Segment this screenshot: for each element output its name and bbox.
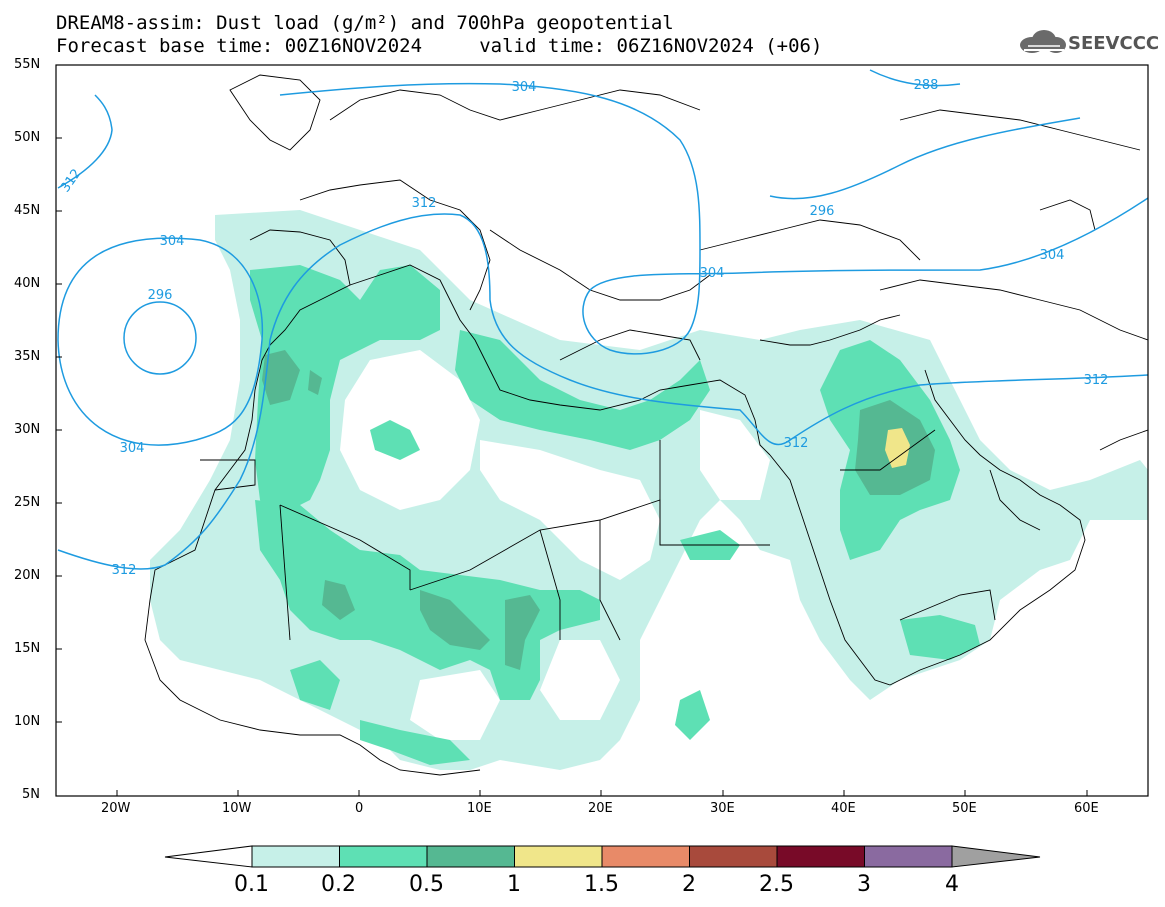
axis-ticks <box>56 64 1088 796</box>
colorbar-swatch <box>251 845 340 868</box>
colorbar-high-arrow <box>951 845 1041 868</box>
contour-label: 296 <box>148 288 173 303</box>
chart-title: DREAM8-assim: Dust load (g/m²) and 700hP… <box>56 12 674 34</box>
lat-label: 25N <box>14 495 41 510</box>
lat-label: 30N <box>14 422 41 437</box>
lon-label: 60E <box>1074 801 1099 816</box>
contour-label: 304 <box>512 80 537 95</box>
colorbar-label: 1 <box>507 872 521 897</box>
lon-label: 20E <box>588 801 613 816</box>
cloud-icon <box>1020 30 1066 53</box>
contour-label: 288 <box>914 78 939 93</box>
lat-label: 35N <box>14 349 41 364</box>
contour-label: 304 <box>1040 248 1065 263</box>
contour-label: 312 <box>58 166 85 195</box>
lat-label: 10N <box>14 714 41 729</box>
geopotential-contours <box>57 69 1148 570</box>
colorbar-swatch <box>426 845 515 868</box>
lat-label: 50N <box>14 130 41 145</box>
colorbar-swatch <box>601 845 690 868</box>
lon-label: 50E <box>952 801 977 816</box>
contour-label: 312 <box>1084 373 1109 388</box>
contour-labels: 296 304 304 312 312 312 304 288 296 304 … <box>58 78 1108 578</box>
coastlines <box>144 74 1148 776</box>
lat-label: 15N <box>14 641 41 656</box>
colorbar-label: 1.5 <box>584 872 619 897</box>
colorbar-label: 2 <box>682 872 696 897</box>
colorbar-label: 3 <box>857 872 871 897</box>
lat-label: 5N <box>22 787 40 802</box>
colorbar-low-arrow <box>164 845 253 868</box>
lon-label: 10E <box>467 801 492 816</box>
colorbar-swatch <box>689 845 778 868</box>
colorbar-swatch <box>864 845 953 868</box>
lon-label: 30E <box>710 801 735 816</box>
logo-text: SEEVCCC <box>1068 33 1160 54</box>
lat-label: 45N <box>14 203 41 218</box>
colorbar-swatch <box>514 845 603 868</box>
colorbar-label: 4 <box>945 872 959 897</box>
chart-subtitle: Forecast base time: 00Z16NOV2024 valid t… <box>56 35 823 57</box>
contour-label: 296 <box>810 204 835 219</box>
lat-label: 20N <box>14 568 41 583</box>
colorbar-label: 0.1 <box>234 872 269 897</box>
contour-label: 304 <box>160 234 185 249</box>
colorbar-swatch <box>339 845 428 868</box>
colorbar-label: 0.2 <box>321 872 356 897</box>
contour-label: 312 <box>412 196 437 211</box>
contour-label: 304 <box>120 441 145 456</box>
contour-label: 304 <box>700 266 725 281</box>
lon-label: 10W <box>222 801 252 816</box>
contour-label: 312 <box>112 563 137 578</box>
lat-label: 55N <box>14 57 41 72</box>
colorbar-label: 2.5 <box>759 872 794 897</box>
lon-label: 20W <box>101 801 131 816</box>
contour-label: 312 <box>784 436 809 451</box>
dust-field <box>150 210 1148 770</box>
colorbar-swatch <box>776 845 865 868</box>
lon-label: 0 <box>355 801 364 816</box>
lon-label: 40E <box>831 801 856 816</box>
colorbar-label: 0.5 <box>409 872 444 897</box>
lat-label: 40N <box>14 276 41 291</box>
colorbar <box>164 845 1041 868</box>
